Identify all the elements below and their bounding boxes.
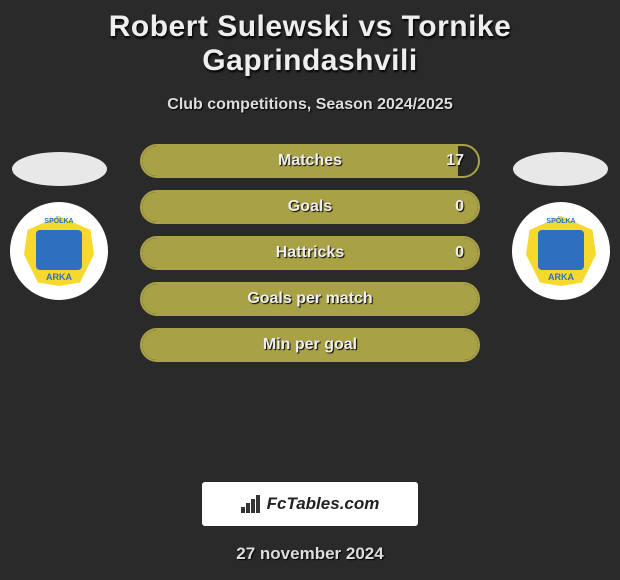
crest-top-text: SPÓŁKA [24, 218, 94, 225]
stat-value-right: 0 [455, 238, 464, 268]
club-crest-icon: SPÓŁKA ARKA [24, 216, 94, 286]
bar-chart-icon [241, 495, 261, 513]
brand-logo[interactable]: FcTables.com [202, 482, 418, 526]
stat-bar: Hattricks0 [140, 236, 480, 270]
stat-bar: Goals0 [140, 190, 480, 224]
stats-bars: Matches17Goals0Hattricks0Goals per match… [140, 144, 480, 362]
player-left-name-oval [12, 152, 107, 186]
crest-top-text: SPÓŁKA [526, 218, 596, 225]
page-title: Robert Sulewski vs Tornike Gaprindashvil… [0, 0, 620, 78]
stat-bar: Min per goal [140, 328, 480, 362]
player-right-club-badge: SPÓŁKA ARKA [512, 202, 610, 300]
snapshot-date: 27 november 2024 [0, 544, 620, 564]
brand-name: FcTables.com [267, 494, 380, 514]
stat-value-right: 0 [455, 192, 464, 222]
stat-label: Goals [142, 192, 478, 222]
player-right-name-oval [513, 152, 608, 186]
crest-bottom-text: ARKA [24, 272, 94, 282]
stat-bar: Goals per match [140, 282, 480, 316]
stat-value-right: 17 [446, 146, 464, 176]
club-crest-icon: SPÓŁKA ARKA [526, 216, 596, 286]
stat-label: Hattricks [142, 238, 478, 268]
stat-label: Matches [142, 146, 478, 176]
stat-label: Min per goal [142, 330, 478, 360]
page-subtitle: Club competitions, Season 2024/2025 [0, 96, 620, 114]
crest-bottom-text: ARKA [526, 272, 596, 282]
stat-label: Goals per match [142, 284, 478, 314]
comparison-content: SPÓŁKA ARKA SPÓŁKA ARKA Matches17Goals0H… [0, 144, 620, 464]
player-left-club-badge: SPÓŁKA ARKA [10, 202, 108, 300]
stat-bar: Matches17 [140, 144, 480, 178]
